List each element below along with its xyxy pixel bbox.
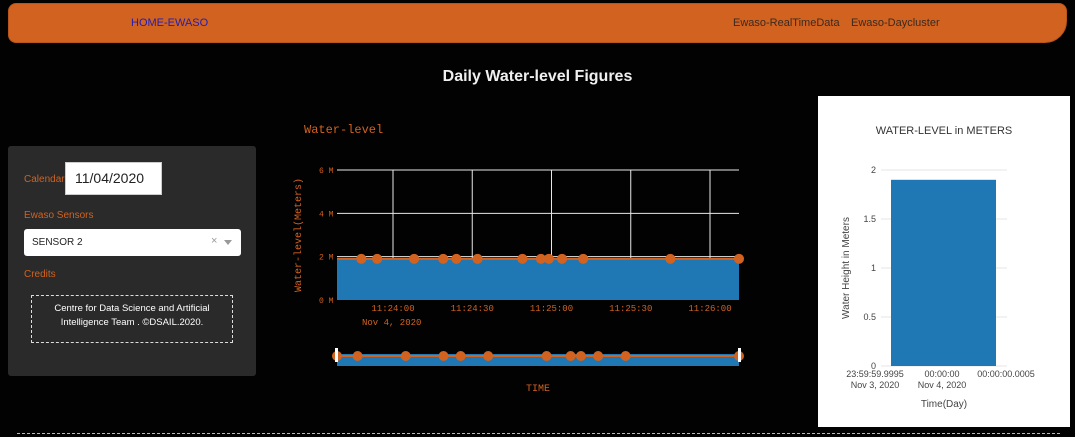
chart-title: Water-level xyxy=(304,123,383,137)
credits-label: Credits xyxy=(24,269,56,280)
y-tick-label: 1 xyxy=(871,263,876,273)
range-slider-point xyxy=(620,351,631,361)
data-point xyxy=(734,253,744,264)
nav-daycluster-link[interactable]: Ewaso-Daycluster xyxy=(851,17,940,29)
x-tick-date: Nov 3, 2020 xyxy=(851,380,900,390)
x-tick-label: 00:00:00 xyxy=(924,369,959,379)
range-slider-point xyxy=(400,351,411,361)
chart-title: WATER-LEVEL in METERS xyxy=(876,125,1013,137)
data-point xyxy=(409,253,420,264)
page-title: Daily Water-level Figures xyxy=(442,68,633,85)
x-date-label: Nov 4, 2020 xyxy=(362,318,421,328)
data-point xyxy=(451,253,462,264)
range-slider-point xyxy=(541,351,552,361)
y-tick-label: 2 M xyxy=(319,254,334,263)
data-point xyxy=(517,253,528,264)
y-tick-label: 6 M xyxy=(319,167,334,176)
nav-home-link[interactable]: HOME-EWASO xyxy=(131,17,209,29)
y-tick-label: 0 xyxy=(871,361,876,371)
sidebar-panel: Calendar 11/04/2020 Ewaso Sensors SENSOR… xyxy=(8,146,256,376)
x-tick-label: 00:00:00.0005 xyxy=(977,369,1035,379)
data-point xyxy=(543,253,554,264)
range-slider-point xyxy=(352,351,363,361)
y-tick-label: 0.5 xyxy=(863,312,876,322)
y-tick-label: 2 xyxy=(871,165,876,175)
y-axis-label: Water-level(Meters) xyxy=(293,178,305,292)
data-point xyxy=(578,253,589,264)
range-slider-point xyxy=(455,351,466,361)
credits-line-2: Intelligence Team . ©DSAIL.2020. xyxy=(60,317,204,328)
range-slider-handle-left xyxy=(335,348,338,362)
area-fill xyxy=(337,258,739,300)
data-point xyxy=(372,253,383,264)
data-point xyxy=(472,253,483,264)
bar xyxy=(891,179,996,366)
y-axis-label: Water Height in Meters xyxy=(841,217,852,319)
calendar-date-input[interactable]: 11/04/2020 xyxy=(65,162,162,195)
x-tick-label: 11:25:00 xyxy=(530,304,573,314)
y-tick-label: 1.5 xyxy=(863,214,876,224)
range-slider-point xyxy=(483,351,494,361)
x-tick-label: 11:24:00 xyxy=(371,304,414,314)
footer-divider xyxy=(17,433,1060,434)
sensor-select[interactable]: SENSOR 2 × xyxy=(24,229,241,256)
top-navbar: HOME-EWASO Ewaso-RealTimeData Ewaso-Dayc… xyxy=(8,3,1067,43)
data-point xyxy=(535,253,546,264)
x-axis-label: Time(Day) xyxy=(921,399,967,410)
calendar-label: Calendar xyxy=(24,174,65,185)
range-slider-point xyxy=(575,351,586,361)
sensors-label: Ewaso Sensors xyxy=(24,210,94,221)
nav-realtime-link[interactable]: Ewaso-RealTimeData xyxy=(733,17,840,29)
x-tick-date: Nov 4, 2020 xyxy=(918,380,967,390)
y-tick-label: 0 M xyxy=(319,297,334,306)
data-point xyxy=(438,253,449,264)
credits-box: Centre for Data Science and Artificial I… xyxy=(31,295,233,343)
chevron-down-icon[interactable] xyxy=(224,240,232,245)
data-point xyxy=(665,253,676,264)
range-slider-point xyxy=(593,351,604,361)
x-tick-label: 11:25:30 xyxy=(609,304,652,314)
water-level-bar-chart[interactable]: WATER-LEVEL in METERS 0 0.5 1 1.5 2 23:59:59.9… xyxy=(818,96,1070,427)
sensor-select-value: SENSOR 2 xyxy=(32,237,83,248)
y-tick-label: 4 M xyxy=(319,210,334,219)
x-axis-label: TIME xyxy=(526,384,550,395)
range-slider-point xyxy=(438,351,449,361)
data-point xyxy=(557,253,568,264)
credits-line-1: Centre for Data Science and Artificial xyxy=(54,303,210,314)
x-tick-label: 23:59:59.9995 xyxy=(846,369,904,379)
clear-icon[interactable]: × xyxy=(211,235,218,247)
range-slider-handle-right xyxy=(738,348,741,362)
x-tick-label: 11:24:30 xyxy=(451,304,494,314)
water-level-area-chart[interactable]: Water-level 0 M 2 M 4 M 6 M 11:24:00 11:24:30 1… xyxy=(278,96,798,426)
data-point xyxy=(356,253,367,264)
range-slider-point xyxy=(565,351,576,361)
x-tick-label: 11:26:00 xyxy=(688,304,731,314)
